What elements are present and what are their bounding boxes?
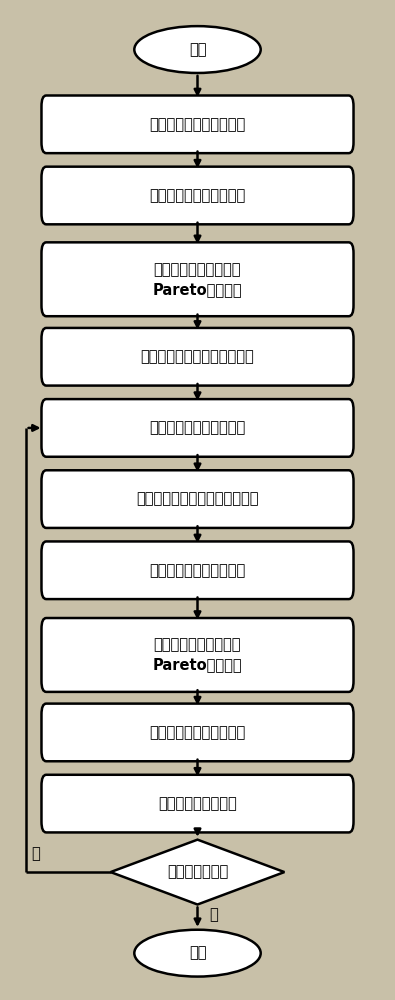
Text: 计算各粒子的适应度和
Pareto支配关系: 计算各粒子的适应度和 Pareto支配关系: [153, 262, 242, 297]
Text: 结束: 结束: [189, 946, 206, 961]
Text: 开始: 开始: [189, 42, 206, 57]
Text: 进行自适应交叉变异操作: 进行自适应交叉变异操作: [149, 563, 246, 578]
Text: 对粒子群的速度和位置进行更新: 对粒子群的速度和位置进行更新: [136, 492, 259, 507]
FancyBboxPatch shape: [41, 775, 354, 832]
FancyBboxPatch shape: [41, 618, 354, 692]
FancyBboxPatch shape: [41, 328, 354, 386]
Text: 初始化粒子的位置、速度: 初始化粒子的位置、速度: [149, 117, 246, 132]
Text: 否: 否: [32, 846, 40, 861]
Text: 是: 是: [209, 907, 218, 922]
Text: 计算各粒子的适应度和
Pareto支配关系: 计算各粒子的适应度和 Pareto支配关系: [153, 638, 242, 672]
Polygon shape: [111, 840, 284, 905]
FancyBboxPatch shape: [41, 95, 354, 153]
Text: 是否完成目标？: 是否完成目标？: [167, 865, 228, 880]
FancyBboxPatch shape: [41, 242, 354, 316]
Text: 更新粒子外部储备集: 更新粒子外部储备集: [158, 796, 237, 811]
Text: 初始化粒子的个体引导者: 初始化粒子的个体引导者: [149, 188, 246, 203]
FancyBboxPatch shape: [41, 399, 354, 457]
Text: 选择出粒子的全局引导者: 选择出粒子的全局引导者: [149, 420, 246, 435]
Text: 保存粒子非劣解到外部储备集: 保存粒子非劣解到外部储备集: [141, 349, 254, 364]
FancyBboxPatch shape: [41, 167, 354, 224]
FancyBboxPatch shape: [41, 704, 354, 761]
FancyBboxPatch shape: [41, 470, 354, 528]
Text: 更新化粒子的个体引导者: 更新化粒子的个体引导者: [149, 725, 246, 740]
FancyBboxPatch shape: [41, 541, 354, 599]
Ellipse shape: [134, 930, 261, 977]
Ellipse shape: [134, 26, 261, 73]
